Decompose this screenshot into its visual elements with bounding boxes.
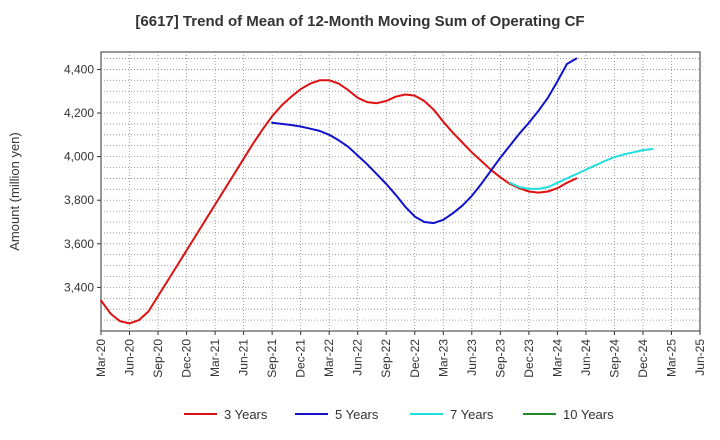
y-tick-label: 4,400 [64, 62, 94, 76]
x-tick-label: Jun-22 [351, 339, 365, 376]
y-tick-label: 4,000 [64, 150, 94, 164]
y-tick-label: 4,200 [64, 106, 94, 120]
series-line-3-years [100, 79, 578, 325]
x-tick-label: Dec-22 [408, 339, 422, 378]
legend-label: 10 Years [563, 407, 614, 422]
x-tick-label: Mar-21 [208, 339, 222, 377]
x-tick-label: Sep-23 [493, 339, 507, 378]
x-tick-label: Sep-24 [607, 339, 621, 378]
x-tick-label: Mar-20 [94, 339, 108, 377]
x-tick-label: Mar-25 [664, 339, 678, 377]
x-tick-label: Sep-21 [265, 339, 279, 378]
series-line-7-years [508, 148, 654, 190]
x-tick-label: Dec-24 [636, 339, 650, 378]
x-tick-label: Jun-25 [693, 339, 707, 376]
x-tick-label: Jun-20 [123, 339, 137, 376]
x-tick-label: Jun-23 [465, 339, 479, 376]
x-tick-label: Dec-21 [294, 339, 308, 378]
legend-label: 7 Years [450, 407, 494, 422]
legend-label: 5 Years [335, 407, 379, 422]
x-tick-label: Dec-20 [180, 339, 194, 378]
x-tick-label: Mar-24 [550, 339, 564, 377]
y-tick-label: 3,800 [64, 193, 94, 207]
x-tick-label: Mar-22 [322, 339, 336, 377]
y-tick-label: 3,600 [64, 237, 94, 251]
plot-frame [100, 51, 701, 332]
series-line-5-years [271, 57, 578, 225]
y-axis-label: Amount (million yen) [7, 132, 22, 251]
y-tick-label: 3,400 [64, 280, 94, 294]
legend-label: 3 Years [224, 407, 268, 422]
x-tick-label: Sep-20 [151, 339, 165, 378]
x-tick-label: Mar-23 [436, 339, 450, 377]
x-tick-label: Jun-24 [579, 339, 593, 376]
x-tick-label: Jun-21 [237, 339, 251, 376]
x-tick-label: Dec-23 [522, 339, 536, 378]
x-tick-label: Sep-22 [379, 339, 393, 378]
chart-title: [6617] Trend of Mean of 12-Month Moving … [135, 13, 585, 30]
